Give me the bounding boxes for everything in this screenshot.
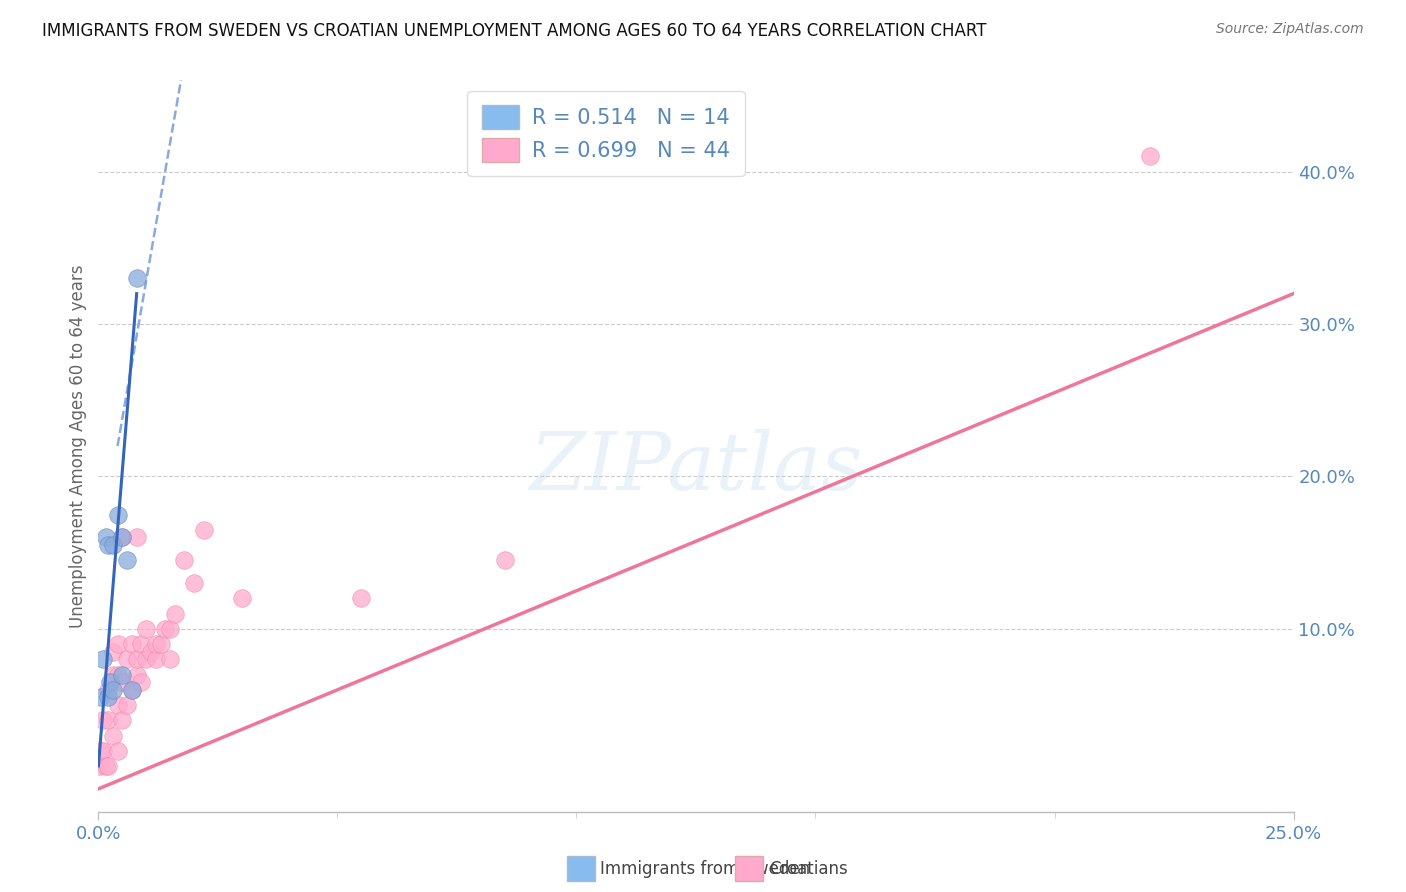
Point: [149, 637, 172, 651]
Point: [97, 714, 120, 728]
Point: [155, 622, 177, 636]
Point: [163, 607, 186, 621]
Point: [121, 637, 143, 651]
Legend: R = 0.514   N = 14, R = 0.699   N = 44: R = 0.514 N = 14, R = 0.699 N = 44: [467, 91, 745, 177]
Point: [121, 682, 143, 697]
Point: [90, 744, 112, 758]
Point: [91, 652, 114, 666]
Point: [98, 675, 122, 690]
Point: [97, 682, 120, 697]
Point: [145, 652, 167, 666]
Point: [125, 652, 148, 666]
Point: [107, 667, 129, 681]
Point: [131, 637, 153, 651]
Point: [350, 591, 373, 606]
Point: [111, 667, 134, 681]
Point: [90, 690, 112, 705]
Point: [125, 530, 148, 544]
Point: [231, 591, 253, 606]
Point: [494, 553, 516, 567]
Point: [94, 530, 117, 544]
Point: [131, 675, 153, 690]
Point: [145, 637, 167, 651]
Point: [94, 759, 117, 773]
Point: [97, 759, 120, 773]
Point: [107, 508, 129, 522]
Point: [121, 682, 143, 697]
Point: [107, 698, 129, 712]
Point: [101, 645, 124, 659]
Point: [101, 682, 124, 697]
Point: [101, 729, 124, 743]
Text: Source: ZipAtlas.com: Source: ZipAtlas.com: [1216, 22, 1364, 37]
Point: [101, 667, 124, 681]
Point: [183, 576, 205, 591]
Point: [111, 530, 134, 544]
Text: IMMIGRANTS FROM SWEDEN VS CROATIAN UNEMPLOYMENT AMONG AGES 60 TO 64 YEARS CORREL: IMMIGRANTS FROM SWEDEN VS CROATIAN UNEMP…: [42, 22, 987, 40]
Point: [111, 714, 134, 728]
Point: [107, 744, 129, 758]
Point: [97, 538, 120, 552]
Point: [111, 675, 134, 690]
Text: Croatians: Croatians: [769, 860, 848, 878]
Text: ZIPatlas: ZIPatlas: [529, 429, 863, 507]
Point: [193, 523, 215, 537]
Point: [115, 652, 138, 666]
Point: [101, 538, 124, 552]
Point: [135, 622, 157, 636]
Point: [173, 553, 195, 567]
Point: [91, 714, 114, 728]
Point: [125, 667, 148, 681]
Point: [115, 553, 138, 567]
Point: [1139, 149, 1161, 163]
Point: [89, 759, 111, 773]
Text: Immigrants from Sweden: Immigrants from Sweden: [600, 860, 810, 878]
Point: [111, 530, 134, 544]
Point: [91, 744, 114, 758]
Y-axis label: Unemployment Among Ages 60 to 64 years: Unemployment Among Ages 60 to 64 years: [69, 264, 87, 628]
Point: [125, 271, 148, 285]
Point: [159, 652, 181, 666]
Point: [139, 645, 162, 659]
Point: [107, 637, 129, 651]
Point: [115, 698, 138, 712]
Point: [97, 690, 120, 705]
Point: [159, 622, 181, 636]
Point: [135, 652, 157, 666]
